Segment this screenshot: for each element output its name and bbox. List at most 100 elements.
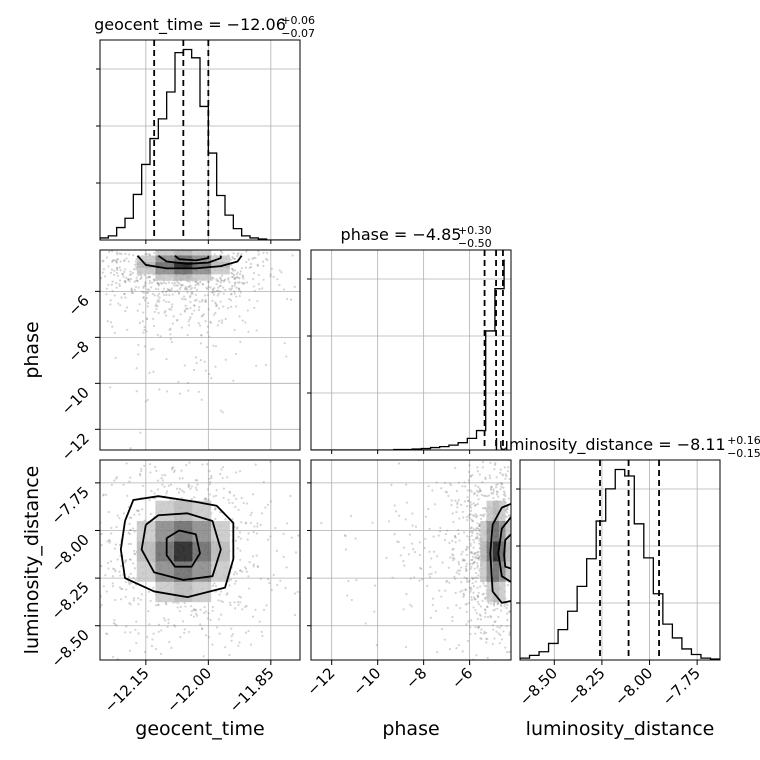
sample-point [468,516,471,519]
sample-point [105,287,108,290]
sample-point [481,461,485,464]
sample-point [204,369,207,372]
sample-point [129,528,132,532]
sample-point [493,620,496,623]
sample-point [142,311,145,314]
sample-point [269,500,273,503]
sample-point [474,503,478,507]
sample-point [452,520,455,523]
sample-point [495,486,498,489]
sample-point [164,310,167,313]
sample-point [478,524,481,528]
sample-point [124,296,127,299]
sample-point [193,304,196,307]
sample-point [168,288,171,292]
sample-point [115,261,118,264]
panel-frame [99,39,301,241]
sample-point [445,580,448,583]
density-cell [174,274,193,281]
sample-point [152,347,155,350]
sample-point [199,334,203,337]
sample-point [473,515,476,518]
sample-point [239,569,242,572]
sample-point [219,250,223,253]
sample-point [211,276,214,279]
sample-point [168,289,171,292]
sample-point [140,469,143,473]
density-panel-geocent_time_luminosity_distance [95,460,300,660]
sample-point [470,596,473,599]
sample-point [92,311,94,313]
sample-point [476,594,479,597]
sample-point [230,627,233,630]
sample-point [211,609,214,612]
sample-point [481,480,484,484]
sample-point [233,282,236,285]
sample-point [204,634,208,637]
sample-point [168,641,171,644]
sample-point [111,260,114,263]
sample-point [233,257,236,261]
sample-point [175,319,179,322]
sample-point [195,488,198,492]
sample-point [431,603,434,607]
sample-point [159,335,162,338]
sample-point [183,601,186,605]
sample-point [387,520,391,523]
sample-point [163,293,166,297]
panel-frame [310,249,512,451]
sample-point [212,344,215,347]
sample-point [170,305,173,309]
sample-point [160,629,163,632]
sample-point [482,582,485,585]
sample-point [434,503,437,506]
sample-point [137,597,140,600]
sample-point [143,325,146,329]
sample-point [475,557,478,560]
sample-point [476,514,479,518]
sample-point [215,278,218,281]
sample-point [499,468,502,471]
histogram-step-luminosity_distance [520,468,720,660]
density-cell [155,261,175,269]
sample-point [455,571,458,574]
sample-point [230,292,233,296]
sample-point [219,409,222,412]
sample-point [176,284,179,287]
sample-point [493,468,496,471]
sample-point [448,429,450,431]
sample-point [483,596,487,599]
sample-point [145,252,148,255]
density-cell [192,541,212,562]
density-cell [480,520,487,542]
sample-point [504,473,508,476]
sample-point [229,578,233,581]
sample-point [157,283,160,286]
sample-point [456,501,459,504]
sample-point [210,377,213,380]
sample-point [230,287,234,290]
sample-point [124,595,127,599]
sample-point [95,519,97,521]
sample-point [118,252,121,255]
sample-point [123,270,126,274]
sample-point [496,601,500,605]
sample-point [506,508,509,511]
sample-point [199,281,202,284]
sample-point [133,288,137,291]
sample-point [452,547,455,551]
sample-point [193,286,197,289]
sample-point [119,269,122,272]
sample-point [495,476,498,479]
density-panel-geocent_time_phase [92,250,300,450]
sample-point [508,687,510,689]
sample-point [499,471,502,474]
sample-point [119,598,123,601]
sample-point [194,479,197,482]
sample-point [232,269,235,272]
sample-point [173,624,176,627]
sample-point [163,311,166,314]
sample-point [146,317,149,321]
sample-point [506,584,509,587]
sample-point [228,584,231,587]
